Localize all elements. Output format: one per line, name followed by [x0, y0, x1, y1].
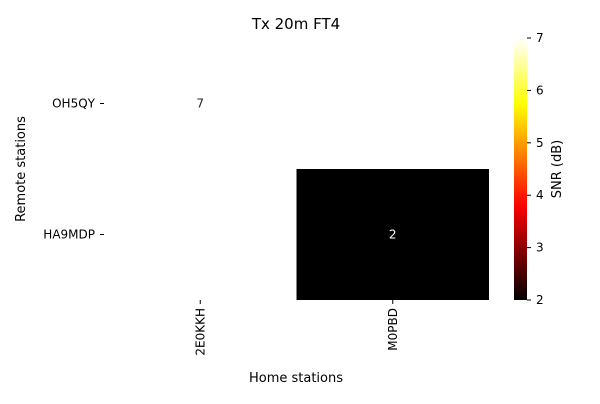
y-tick-label-oh5qy: OH5QY — [52, 97, 96, 111]
heatmap-cell-2e0kkh-oh5qy — [104, 38, 297, 169]
colorbar-tick-label: 4 — [536, 188, 544, 202]
colorbar-gradient — [514, 38, 527, 300]
colorbar-ticks: 2 3 4 5 6 7 — [527, 31, 544, 307]
colorbar-tick-label: 3 — [536, 241, 544, 255]
x-axis-ticks: 2E0KKH M0PBD — [193, 300, 400, 356]
y-axis-ticks: OH5QY HA9MDP — [43, 97, 104, 242]
x-tick-label-2e0kkh: 2E0KKH — [193, 308, 207, 356]
colorbar-tick-label: 2 — [536, 293, 544, 307]
colorbar-tick-label: 7 — [536, 31, 544, 45]
cell-value-label: 2 — [389, 228, 397, 242]
cell-value-labels: 72 — [196, 97, 396, 242]
colorbar-tick-label: 6 — [536, 83, 544, 97]
colorbar: 2 3 4 5 6 7 SNR (dB) — [514, 31, 565, 307]
colorbar-label: SNR (dB) — [550, 140, 565, 198]
x-tick-label-m0pbd: M0PBD — [386, 308, 400, 351]
heatmap-cells — [104, 38, 489, 300]
x-axis-label: Home stations — [249, 371, 343, 386]
y-axis-label: Remote stations — [14, 116, 29, 222]
heatmap-cell-m0pbd-ha9mdp — [296, 169, 489, 300]
colorbar-tick-label: 5 — [536, 136, 544, 150]
cell-value-label: 7 — [196, 97, 204, 111]
y-tick-label-ha9mdp: HA9MDP — [43, 228, 95, 242]
chart-title: Tx 20m FT4 — [251, 15, 340, 33]
